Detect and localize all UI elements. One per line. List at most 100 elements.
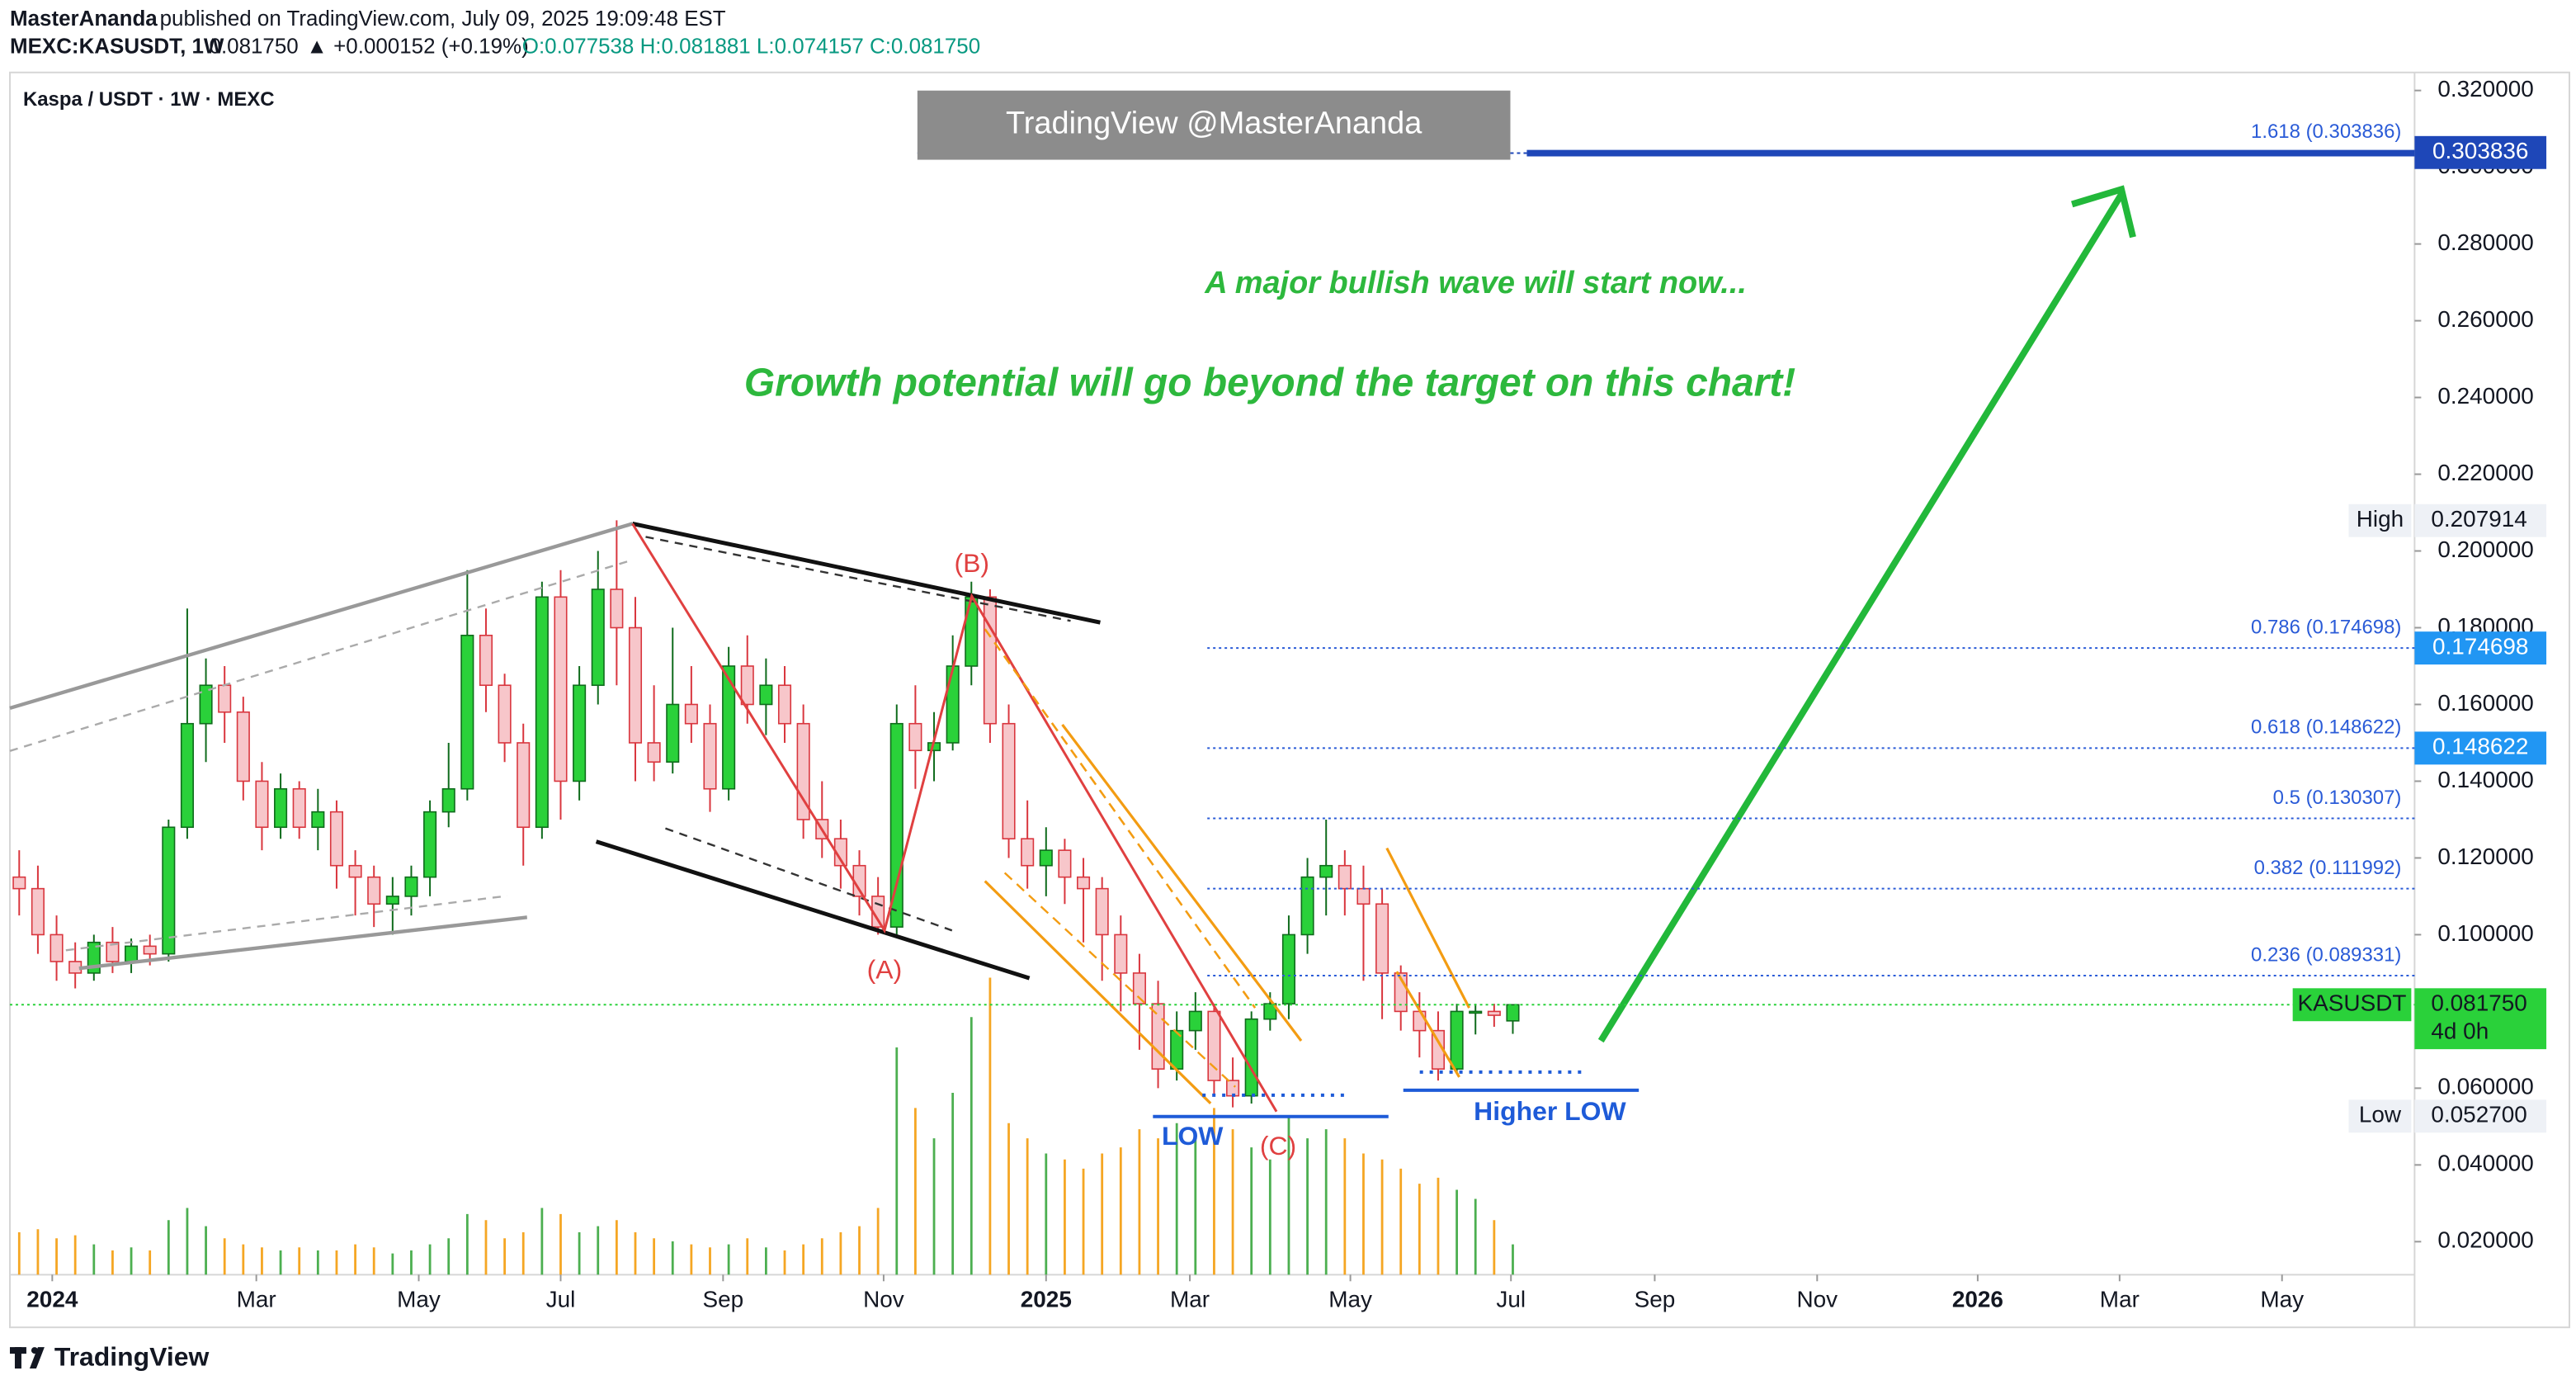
symbol-tag: [2292, 988, 2412, 1022]
candle-body: [684, 703, 698, 725]
y-tick-label: 0.040000: [2437, 1151, 2533, 1176]
price-badge: [2414, 731, 2547, 765]
candle-body: [703, 722, 717, 790]
candle-body: [610, 589, 624, 629]
y-tick-label: 0.020000: [2437, 1227, 2533, 1253]
fib-label: 0.786 (0.174698): [2251, 617, 2401, 639]
candle-body: [423, 811, 437, 878]
candle-body: [106, 941, 120, 962]
x-tick-label: Jul: [1496, 1287, 1526, 1312]
high-badge: [2414, 503, 2547, 537]
candle-body: [479, 634, 493, 687]
x-tick-label: 2026: [1952, 1287, 2003, 1312]
y-tick-label: 0.260000: [2437, 306, 2533, 332]
x-tick-label: May: [1328, 1287, 1372, 1312]
candle-body: [591, 589, 605, 687]
candle-body: [647, 742, 661, 763]
x-tick-label: 2025: [1021, 1287, 1072, 1312]
candle-body: [965, 596, 979, 667]
high-tag: [2348, 503, 2412, 537]
x-tick-label: Nov: [1796, 1287, 1838, 1312]
candle-body: [498, 684, 512, 744]
candle-body: [460, 634, 474, 790]
low-label: LOW: [1162, 1121, 1224, 1151]
high-badge-value: 0.207914: [2431, 506, 2526, 532]
wave-c: (C): [1260, 1131, 1296, 1160]
candle-body: [329, 811, 343, 867]
candle-body: [1487, 1010, 1501, 1016]
candle-body: [236, 711, 250, 782]
x-tick-label: 2024: [26, 1287, 78, 1312]
y-tick-label: 0.240000: [2437, 383, 2533, 409]
candle-body: [367, 876, 381, 905]
price-badge-label: 0.174698: [2432, 634, 2528, 659]
published: published on TradingView.com, July 09, 2…: [160, 7, 726, 31]
candle-body: [777, 684, 792, 725]
candle-body: [759, 684, 773, 706]
candle-body: [535, 596, 549, 829]
x-tick-label: Sep: [702, 1287, 743, 1312]
y-tick-label: 0.120000: [2437, 844, 2533, 869]
candle-body: [666, 703, 680, 763]
candle-body: [983, 596, 997, 725]
candle-body: [1021, 838, 1035, 867]
candle-body: [1114, 934, 1128, 974]
x-tick-label: Mar: [1170, 1287, 1210, 1312]
price-badge: [2414, 135, 2547, 169]
candle-body: [50, 934, 64, 962]
candle-body: [1300, 876, 1314, 936]
fib-label: 0.236 (0.089331): [2251, 943, 2401, 966]
fib-label: 1.618 (0.303836): [2251, 121, 2401, 143]
candle-body: [218, 684, 232, 713]
candle-body: [908, 722, 922, 752]
symbol-tag-label: KASUSDT: [2298, 990, 2407, 1016]
candle-body: [1132, 972, 1146, 1004]
wave-b: (B): [954, 548, 989, 578]
candle-body: [404, 876, 418, 897]
high-tag-label: High: [2357, 506, 2404, 532]
fib-label: 0.5 (0.130307): [2273, 787, 2402, 809]
change: ▲ +0.000152 (+0.19%): [306, 35, 528, 59]
fib-label: 0.618 (0.148622): [2251, 716, 2401, 739]
y-tick-label: 0.160000: [2437, 690, 2533, 716]
candle-body: [1244, 1018, 1258, 1097]
last: 0.081750: [210, 35, 299, 59]
y-tick-label: 0.280000: [2437, 229, 2533, 255]
y-tick-label: 0.060000: [2437, 1074, 2533, 1099]
ohlc: O:0.077538 H:0.081881 L:0.074157 C:0.081…: [522, 35, 980, 59]
candle-body: [1338, 864, 1352, 890]
candle-body: [255, 780, 269, 829]
drawings: [9, 149, 2415, 1118]
candle-body: [1002, 722, 1016, 839]
fib-label: 0.382 (0.111992): [2254, 857, 2402, 879]
candle-body: [1188, 1010, 1202, 1032]
candle-body: [12, 876, 26, 890]
candle-body: [1319, 864, 1333, 878]
growth-note: Growth potential will go beyond the targ…: [744, 362, 1795, 405]
candle-body: [1375, 903, 1389, 974]
candle-body: [385, 896, 399, 905]
candle-body: [1413, 1010, 1427, 1032]
low-tag: [2348, 1099, 2412, 1133]
candle-body: [517, 742, 531, 829]
logo: TradingView: [54, 1342, 210, 1372]
candle-body: [162, 826, 176, 955]
wave-a: (A): [867, 955, 903, 985]
x-tick-label: Mar: [2100, 1287, 2140, 1312]
x-tick-label: Sep: [1635, 1287, 1676, 1312]
price-badge: [2414, 988, 2547, 1050]
y-tick-label: 0.140000: [2437, 767, 2533, 792]
candle-body: [1095, 887, 1109, 936]
marks: [12, 520, 1520, 1275]
candle-body: [441, 787, 455, 813]
logo-icon: [9, 1347, 45, 1369]
candle-body: [1506, 1004, 1520, 1022]
x-tick-label: May: [397, 1287, 441, 1312]
candle-body: [1263, 1003, 1277, 1020]
price-badge: [2414, 631, 2547, 665]
candle-body: [1281, 934, 1295, 1004]
watermark-box: [917, 90, 1511, 160]
y-tick-label: 0.200000: [2437, 537, 2533, 562]
y-tick-label: 0.320000: [2437, 76, 2533, 102]
